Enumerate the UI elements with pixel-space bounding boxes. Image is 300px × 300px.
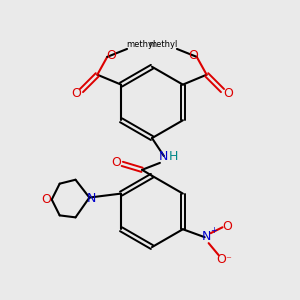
Text: ⁻: ⁻ xyxy=(226,255,231,265)
Text: N: N xyxy=(159,150,169,164)
Text: +: + xyxy=(210,226,217,235)
Text: O: O xyxy=(224,87,233,100)
Text: N: N xyxy=(202,230,211,243)
Text: O: O xyxy=(41,193,51,206)
Text: O: O xyxy=(111,156,121,170)
Text: methyl: methyl xyxy=(148,40,178,50)
Text: methyl: methyl xyxy=(126,40,156,50)
Text: N: N xyxy=(87,192,96,205)
Text: O: O xyxy=(223,220,232,233)
Text: O: O xyxy=(72,87,81,100)
Text: O: O xyxy=(106,50,116,62)
Text: O: O xyxy=(217,254,226,266)
Text: H: H xyxy=(169,150,178,164)
Text: O: O xyxy=(188,50,198,62)
